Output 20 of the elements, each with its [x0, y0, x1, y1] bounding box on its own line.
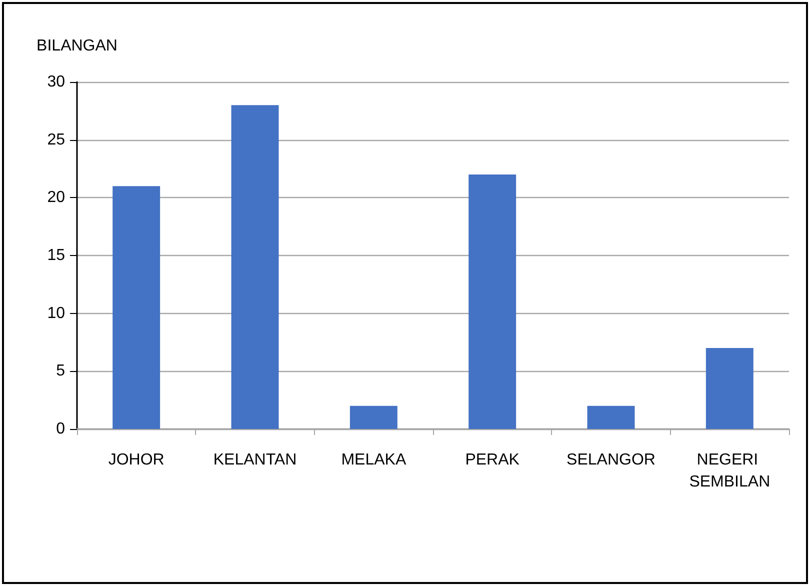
x-tick-label: MELAKA — [341, 452, 406, 468]
x-tick-label: KELANTAN — [213, 452, 297, 468]
bar — [468, 174, 516, 429]
y-tick-label: 20 — [47, 189, 66, 206]
y-axis-title: BILANGAN — [36, 38, 118, 54]
x-tick-label: PERAK — [465, 452, 520, 468]
bar — [706, 348, 754, 429]
x-tick-label: JOHOR — [108, 452, 164, 468]
y-tick-label: 10 — [47, 304, 66, 322]
y-tick-label: 30 — [47, 74, 66, 90]
bar — [350, 406, 398, 429]
bar — [231, 105, 279, 429]
bar — [112, 186, 160, 429]
y-tick-label: 25 — [47, 131, 66, 148]
y-tick-label: 0 — [56, 420, 66, 438]
y-tick-label: 15 — [47, 247, 66, 264]
x-tick-label: SELANGOR — [566, 452, 656, 468]
bar — [587, 406, 635, 429]
x-tick-label: NEGERI SEMBILAN — [689, 452, 770, 490]
y-tick-label: 5 — [56, 362, 66, 380]
